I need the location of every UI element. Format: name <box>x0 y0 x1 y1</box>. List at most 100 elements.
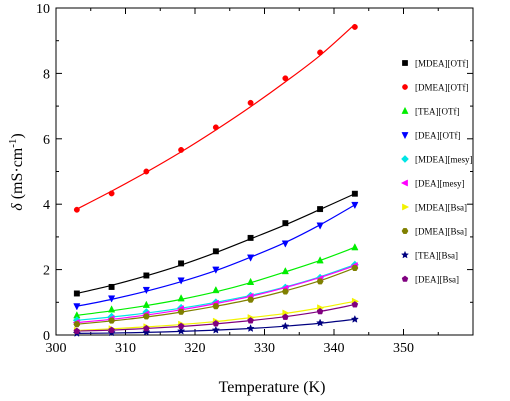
data-point-tea-bsa <box>281 321 290 330</box>
legend-marker-dea-bsa <box>401 275 409 282</box>
legend-marker-mdea-otf <box>402 60 408 66</box>
data-point-dmea-bsa <box>142 313 150 320</box>
legend-label-mdea-bsa: [MDEA][Bsa] <box>415 203 467 213</box>
data-point-tea-bsa <box>142 327 151 336</box>
data-point-dmea-otf <box>73 206 80 213</box>
data-point-mdea-otf <box>317 206 324 213</box>
y-tick-label: 4 <box>43 198 50 213</box>
data-point-dea-bsa <box>212 320 220 327</box>
legend-label-mdea-mesy: [MDEA][mesy] <box>415 155 473 165</box>
legend-item-dea-bsa: [DEA][Bsa] <box>401 275 459 285</box>
legend-marker-dmea-bsa <box>401 228 409 234</box>
series-dmea-bsa <box>73 264 359 328</box>
data-point-dea-otf <box>246 254 255 262</box>
data-point-dmea-otf <box>108 190 115 197</box>
data-point-tea-otf <box>351 243 359 251</box>
data-point-tea-otf <box>246 277 255 285</box>
data-point-tea-bsa <box>315 318 325 327</box>
data-point-tea-otf <box>107 305 116 313</box>
x-tick-label: 340 <box>324 341 345 356</box>
data-point-tea-otf <box>281 266 289 275</box>
legend-marker-tea-otf <box>401 106 409 114</box>
data-point-dea-bsa <box>316 307 324 315</box>
data-point-dmea-bsa <box>108 317 116 324</box>
data-point-mdea-otf <box>247 234 254 241</box>
data-point-dmea-otf <box>247 99 254 106</box>
series-tea-otf <box>73 243 359 319</box>
data-point-mdea-otf <box>282 220 289 227</box>
data-point-dea-otf <box>316 222 324 230</box>
legend-marker-tea-bsa <box>400 250 410 259</box>
x-axis-title: Temperature (K) <box>219 379 326 396</box>
legend-label-dmea-otf: [DMEA][OTf] <box>415 83 468 93</box>
data-point-dea-otf <box>73 303 81 311</box>
legend-label-tea-bsa: [TEA][Bsa] <box>415 251 458 261</box>
legend-label-tea-otf: [TEA][OTf] <box>415 107 459 117</box>
data-point-dmea-bsa <box>73 321 81 328</box>
data-point-dea-bsa <box>177 322 185 330</box>
legend-item-dmea-otf: [DMEA][OTf] <box>402 83 468 93</box>
data-point-tea-bsa <box>211 325 220 334</box>
y-tick-label: 0 <box>43 329 50 344</box>
data-point-dmea-bsa <box>212 303 220 310</box>
legend-item-tea-otf: [TEA][OTf] <box>401 106 459 117</box>
legend-label-mdea-otf: [MDEA][OTf] <box>415 59 468 69</box>
data-point-dmea-otf <box>282 75 289 82</box>
data-point-tea-otf <box>177 294 185 302</box>
data-point-mdea-otf <box>351 190 358 197</box>
legend-item-mdea-bsa: [MDEA][Bsa] <box>402 203 467 213</box>
legend-label-dea-otf: [DEA][OTf] <box>415 131 460 141</box>
y-axis-exponent: -1 <box>7 139 19 148</box>
legend: [MDEA][OTf] [DMEA][OTf] [TEA][OTf] [DEA][OT… <box>400 59 473 285</box>
data-point-tea-bsa <box>176 326 186 335</box>
data-point-tea-otf <box>142 300 150 308</box>
data-point-mdea-otf <box>108 283 115 290</box>
data-point-mdea-otf <box>73 290 80 297</box>
data-point-dmea-bsa <box>316 278 324 285</box>
y-tick-label: 2 <box>43 264 50 279</box>
data-point-dea-bsa <box>108 326 115 333</box>
y-tick-label: 6 <box>43 133 50 148</box>
y-axis-unit: (mS·cm <box>9 147 26 203</box>
series-tea-bsa <box>72 314 359 337</box>
data-point-dea-bsa <box>282 313 289 320</box>
data-point-dmea-otf <box>351 24 358 30</box>
data-point-dmea-bsa <box>351 264 359 271</box>
data-point-dmea-bsa <box>247 296 255 303</box>
legend-item-dea-mesy: [DEA][mesy] <box>400 179 464 189</box>
legend-item-dmea-bsa: [DMEA][Bsa] <box>401 227 467 237</box>
legend-item-mdea-otf: [MDEA][OTf] <box>402 59 468 69</box>
x-tick-label: 330 <box>254 341 275 356</box>
data-point-dea-otf <box>351 201 359 210</box>
legend-marker-mdea-mesy <box>401 155 409 163</box>
data-point-dea-otf <box>281 240 289 248</box>
legend-marker-dmea-otf <box>402 84 408 90</box>
legend-marker-dea-mesy <box>400 179 408 187</box>
y-tick-label: 10 <box>36 2 50 17</box>
data-points <box>72 24 360 337</box>
data-point-dea-bsa <box>247 317 254 324</box>
series-dea-otf <box>73 201 359 311</box>
data-point-dmea-otf <box>317 49 324 56</box>
legend-item-mdea-mesy: [MDEA][mesy] <box>401 155 473 165</box>
y-axis-close: ) <box>9 133 26 138</box>
data-point-tea-otf <box>316 256 324 264</box>
data-point-dea-otf <box>142 286 150 295</box>
data-point-dea-otf <box>107 295 116 303</box>
legend-label-dea-bsa: [DEA][Bsa] <box>415 275 459 285</box>
fit-line-dmea-otf <box>76 23 356 210</box>
x-tick-label: 310 <box>115 341 136 356</box>
y-axis-title: δ (mS·cm-1) <box>7 133 26 210</box>
data-point-tea-bsa <box>350 314 359 323</box>
data-point-dea-bsa <box>351 301 359 308</box>
fit-line-dea-mesy <box>76 265 356 324</box>
x-tick-label: 300 <box>46 341 67 356</box>
series-dmea-otf <box>73 24 358 213</box>
data-point-dea-otf <box>212 266 220 274</box>
plot-frame <box>55 7 474 336</box>
data-point-mdea-otf <box>178 260 185 267</box>
y-tick-label: 8 <box>43 67 50 82</box>
data-point-dea-bsa <box>73 327 81 334</box>
legend-marker-mdea-bsa <box>402 203 410 211</box>
